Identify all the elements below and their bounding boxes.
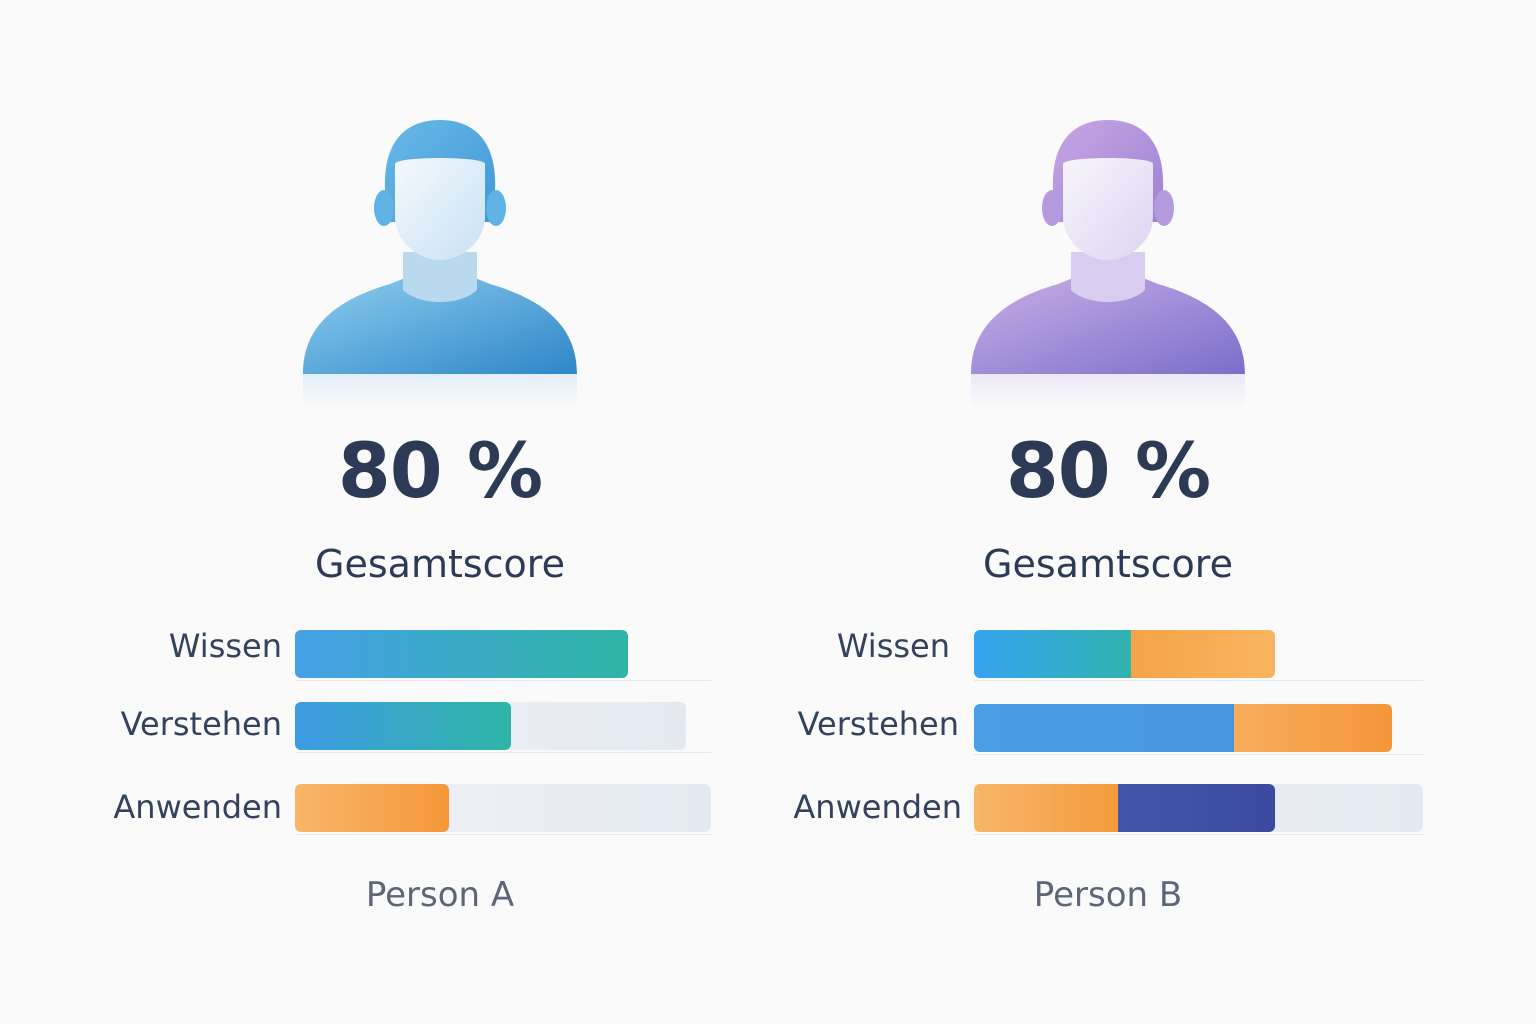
bar-label-verstehen: Verstehen xyxy=(797,705,959,743)
bar-divider xyxy=(974,834,1423,835)
person-card-b: 80 % Gesamtscore Wissen Verstehen Anwend… xyxy=(668,0,1428,1024)
bar-divider xyxy=(974,754,1423,755)
person-silhouette-icon xyxy=(963,112,1253,412)
person-name: Person A xyxy=(365,875,515,915)
bar-label-verstehen: Verstehen xyxy=(120,705,282,743)
bar-label-wissen: Wissen xyxy=(168,627,282,665)
bar-label-anwenden: Anwenden xyxy=(113,788,282,826)
bar-track-anwenden xyxy=(295,784,711,832)
bar-segment-wissen-2 xyxy=(1131,630,1275,678)
bar-track-verstehen xyxy=(295,702,687,750)
bar-track-wissen xyxy=(974,630,1275,678)
overall-score: 80 % xyxy=(337,426,543,515)
bar-divider xyxy=(974,680,1423,681)
bar-track-wissen xyxy=(295,630,628,678)
bar-label-anwenden: Anwenden xyxy=(793,788,962,826)
bar-segment-anwenden-1 xyxy=(974,784,1118,832)
overall-score-label: Gesamtscore xyxy=(315,542,565,586)
bar-segment-wissen-1 xyxy=(974,630,1132,678)
bar-label-wissen: Wissen xyxy=(836,627,950,665)
avatar-svg-a xyxy=(303,120,577,408)
bar-segment-verstehen-1 xyxy=(974,704,1235,752)
bar-segment-anwenden-1 xyxy=(295,784,449,832)
bar-segment-wissen-1 xyxy=(295,630,628,678)
bar-track-anwenden xyxy=(974,784,1423,832)
bar-divider xyxy=(295,680,711,681)
person-name: Person B xyxy=(1033,875,1183,915)
bar-track-verstehen xyxy=(974,704,1392,752)
person-silhouette-icon xyxy=(295,112,585,412)
bar-divider xyxy=(295,834,711,835)
bar-segment-verstehen-2 xyxy=(1234,704,1392,752)
person-card-a: 80 % Gesamtscore Wissen Verstehen Anwend… xyxy=(0,0,760,1024)
avatar-svg-b xyxy=(971,120,1245,408)
bar-segment-anwenden-2 xyxy=(1117,784,1275,832)
bar-divider xyxy=(295,752,711,753)
overall-score-label: Gesamtscore xyxy=(983,542,1233,586)
bar-segment-verstehen-1 xyxy=(295,702,512,750)
overall-score: 80 % xyxy=(1005,426,1211,515)
